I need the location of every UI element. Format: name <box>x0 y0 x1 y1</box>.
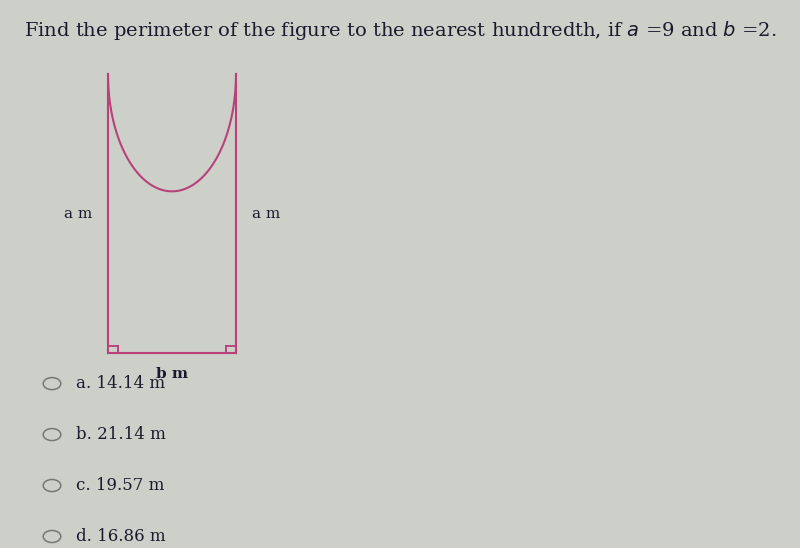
Text: b. 21.14 m: b. 21.14 m <box>76 426 166 443</box>
Text: a m: a m <box>64 207 92 221</box>
Text: b m: b m <box>156 367 188 381</box>
Text: d. 16.86 m: d. 16.86 m <box>76 528 166 545</box>
Text: c. 19.57 m: c. 19.57 m <box>76 477 164 494</box>
Text: a. 14.14 m: a. 14.14 m <box>76 375 165 392</box>
Text: Find the perimeter of the figure to the nearest hundredth, if $\it{a}$ =9 and $\: Find the perimeter of the figure to the … <box>24 19 776 42</box>
Text: a m: a m <box>252 207 280 221</box>
